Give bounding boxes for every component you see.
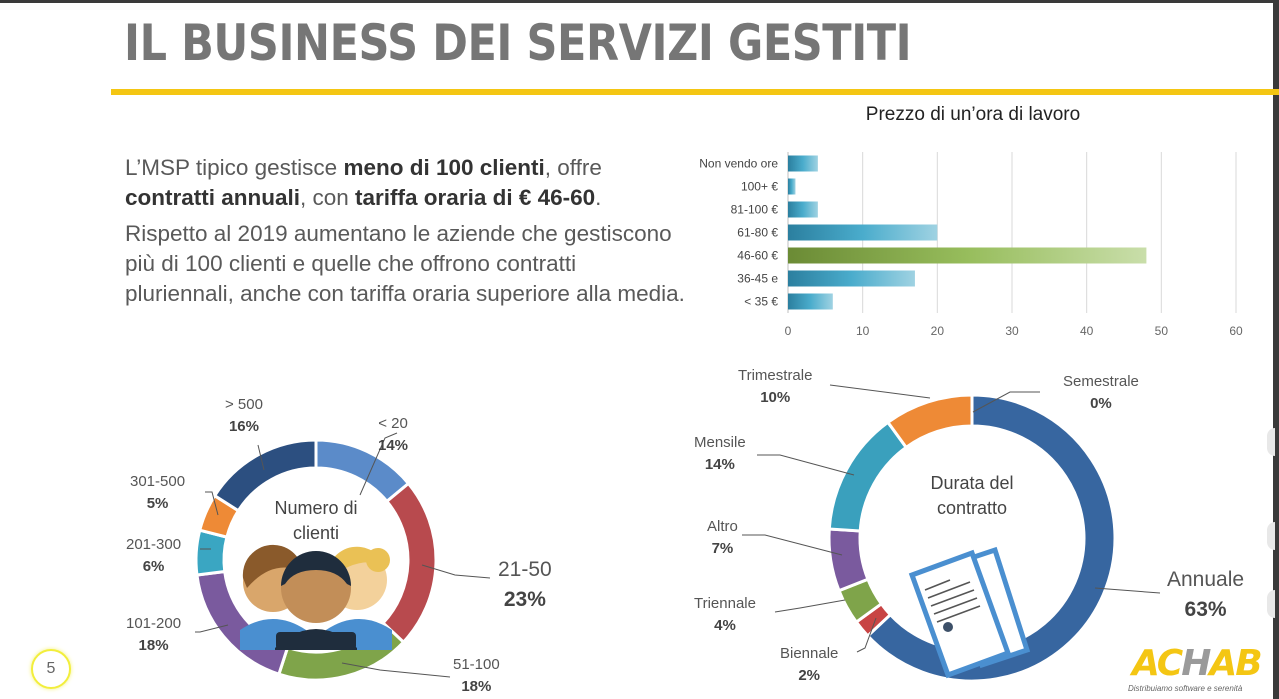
logo-tagline: Distribuiamo software e serenità (1128, 684, 1243, 693)
label-category: Annuale (1167, 568, 1245, 591)
summary-paragraph: L’MSP tipico gestisce meno di 100 client… (125, 153, 685, 213)
donut-label-101-200: 101-200 18% (126, 613, 181, 657)
donut-label-annuale: Annuale 63% (1167, 565, 1244, 625)
label-value: 6% (142, 558, 165, 575)
donut-label-triennale: Triennale 4% (694, 593, 756, 637)
label-value: 10% (760, 389, 791, 406)
title-underline (111, 89, 1279, 95)
logo-wordmark: ACHAB (1132, 643, 1263, 684)
svg-text:10: 10 (856, 324, 870, 338)
people-icon (240, 544, 392, 650)
svg-text:30: 30 (1005, 324, 1019, 338)
bold-run: contratti annuali (125, 185, 301, 210)
client-donut-center-label: Numero di clienti (274, 498, 358, 543)
slide-body-text: L’MSP tipico gestisce meno di 100 client… (125, 153, 685, 315)
text-run: , offre (544, 155, 602, 180)
donut-label-21-50: 21-50 23% (498, 555, 552, 615)
donut-label-301-500: 301-500 5% (130, 471, 185, 515)
contract-duration-donut (742, 384, 1161, 683)
bar-chart-title: Prezzo di un’ora di lavoro (865, 104, 1081, 125)
svg-text:60: 60 (1229, 324, 1243, 338)
text-run: L’MSP tipico gestisce (125, 155, 344, 180)
contract-donut-center-label: Durata del contratto (930, 473, 1014, 518)
label-value: 63% (1184, 598, 1227, 621)
donut-label-mensile: Mensile 14% (694, 432, 746, 476)
window-top-border (0, 0, 1279, 3)
hourly-price-bar-chart: 0 10 20 30 40 50 60 Non vendo ore 100+ € 81-100 €… (699, 152, 1243, 338)
label-category: 21-50 (498, 558, 552, 581)
page-number-badge: 5 (31, 649, 71, 689)
donut-label-lt20: < 20 14% (378, 413, 408, 457)
comparison-paragraph: Rispetto al 2019 aumentano le aziende ch… (125, 221, 685, 306)
label-value: 23% (503, 588, 546, 611)
label-category: > 500 (225, 396, 263, 413)
svg-text:46-60 €: 46-60 € (737, 249, 778, 263)
side-handle[interactable] (1267, 428, 1275, 456)
window-right-border (1273, 0, 1279, 699)
svg-text:0: 0 (785, 324, 792, 338)
side-handle[interactable] (1267, 522, 1275, 550)
side-handle[interactable] (1267, 590, 1275, 618)
label-category: Trimestrale (738, 367, 813, 384)
label-value: 0% (1090, 395, 1112, 412)
label-category: Altro (707, 518, 738, 535)
svg-text:100+ €: 100+ € (741, 180, 778, 194)
label-category: Biennale (780, 645, 839, 662)
donut-label-biennale: Biennale 2% (780, 643, 838, 687)
svg-text:61-80 €: 61-80 € (737, 226, 778, 240)
svg-text:< 35 €: < 35 € (744, 295, 778, 309)
donut-label-altro: Altro 7% (707, 516, 738, 560)
logo-part: AB (1209, 643, 1262, 684)
label-value: 4% (714, 617, 736, 634)
svg-text:36-45 e: 36-45 e (737, 272, 778, 286)
svg-text:Non vendo ore: Non vendo ore (699, 157, 778, 171)
label-value: 2% (798, 667, 821, 684)
bold-run: meno di 100 clienti (343, 155, 545, 180)
donut-label-gt500: > 500 16% (225, 394, 263, 438)
svg-text:81-100 €: 81-100 € (731, 203, 779, 217)
donut-label-51-100: 51-100 18% (453, 654, 500, 698)
label-category: 101-200 (126, 615, 182, 632)
label-category: 201-300 (126, 536, 182, 553)
bold-run: tariffa oraria di € 46-60 (355, 185, 596, 210)
label-category: Mensile (694, 434, 746, 451)
label-value: 18% (138, 637, 169, 654)
text-run: . (595, 185, 602, 210)
donut-label-trimestrale: Trimestrale 10% (738, 365, 812, 409)
label-category: 301-500 (130, 473, 186, 490)
label-value: 7% (711, 540, 734, 557)
label-value: 18% (461, 678, 492, 695)
donut-label-semestrale: Semestrale 0% (1063, 371, 1139, 415)
label-value: 14% (378, 437, 409, 454)
slide-title: IL BUSINESS DEI SERVIZI GESTITI (124, 14, 912, 72)
label-value: 14% (704, 456, 735, 473)
contract-documents-icon (908, 546, 1031, 679)
svg-text:40: 40 (1080, 324, 1094, 338)
donut-label-201-300: 201-300 6% (126, 534, 181, 578)
svg-text:50: 50 (1155, 324, 1169, 338)
label-category: < 20 (378, 415, 408, 432)
label-category: Triennale (694, 595, 756, 612)
achab-logo: ACHAB Distribuiamo software e serenità (1122, 643, 1263, 699)
logo-part: H (1181, 643, 1211, 684)
text-run: , con (300, 185, 356, 210)
logo-part: AC (1132, 643, 1183, 684)
label-category: Semestrale (1063, 373, 1139, 390)
label-value: 5% (146, 495, 169, 512)
svg-text:20: 20 (931, 324, 945, 338)
label-value: 16% (228, 418, 259, 435)
label-category: 51-100 (453, 656, 500, 673)
